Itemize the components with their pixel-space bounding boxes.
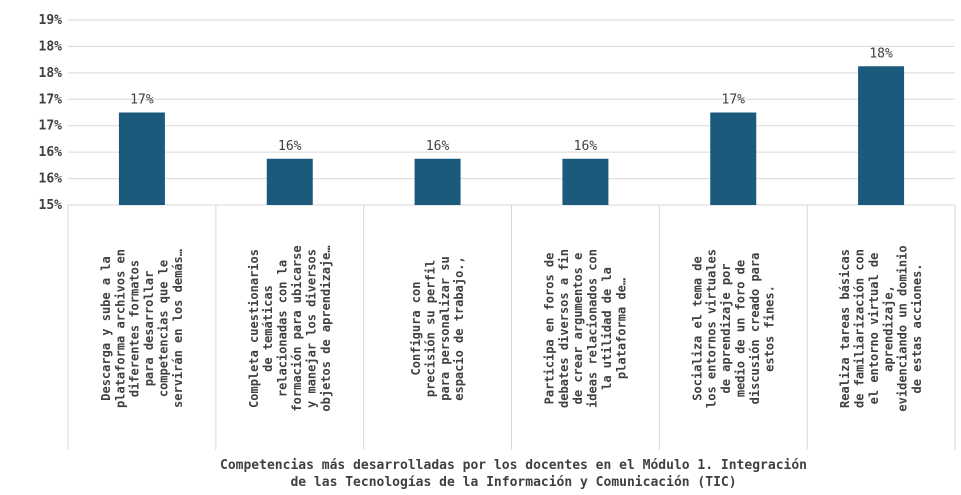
category-labels: Descarga y sube a la plataforma archivos … bbox=[99, 245, 924, 411]
category-label-line: de crear argumentos e bbox=[571, 253, 585, 405]
category-label-line: los entornos virtuales bbox=[705, 249, 719, 408]
y-tick-label: 17% bbox=[39, 119, 63, 134]
category-label: Descarga y sube a la plataforma archivos … bbox=[99, 249, 185, 408]
category-label: Configura con precisión su perfil para per… bbox=[409, 256, 466, 401]
y-tick-label: 16% bbox=[39, 172, 63, 187]
data-label: 16% bbox=[426, 139, 450, 154]
category-label-line: debates diversos a fin bbox=[557, 249, 571, 408]
category-label: Realiza tareas básicas de familiarización… bbox=[838, 245, 924, 411]
gridlines bbox=[67, 19, 956, 450]
y-tick-label: 18% bbox=[39, 66, 63, 81]
category-label-line: estos fines. bbox=[762, 285, 776, 372]
data-labels: 17% 16% 16% 16% 17% 18% bbox=[130, 46, 893, 154]
category-label-line: de familiarización con bbox=[852, 249, 866, 408]
category-label-line: para personalizar su bbox=[438, 256, 452, 401]
y-tick-label: 19% bbox=[39, 13, 63, 28]
category-label: Participa en foros de debates diversos a … bbox=[542, 249, 628, 408]
category-label-line: precisión su perfil bbox=[423, 260, 437, 397]
category-label-line: servirán en los demás… bbox=[171, 249, 185, 408]
category-label-line: para desarrollar bbox=[142, 271, 156, 387]
x-axis-title: Competencias más desarrolladas por los d… bbox=[220, 458, 807, 490]
category-label-line: de estas acciones. bbox=[910, 263, 924, 393]
category-label-line: espacio de trabajo., bbox=[452, 256, 466, 401]
data-label: 17% bbox=[130, 93, 154, 108]
x-axis-title-line: de las Tecnologías de la Información y C… bbox=[290, 475, 736, 490]
category-label-line: y manejar los diversos bbox=[304, 249, 318, 408]
bar bbox=[858, 66, 905, 205]
y-tick-label: 16% bbox=[39, 145, 63, 160]
category-label-line: relacionadas con la bbox=[276, 260, 290, 397]
bar bbox=[266, 158, 313, 205]
category-label-line: plataforma archivos en bbox=[113, 249, 127, 408]
category-label-line: Completa cuestionarios bbox=[247, 249, 261, 408]
category-label: Completa cuestionarios de temáticas relaci… bbox=[247, 245, 333, 411]
category-label-line: objetos de aprendizaje… bbox=[319, 245, 333, 411]
bar bbox=[710, 112, 757, 205]
category-label-line: competencias que le bbox=[157, 260, 171, 397]
category-label-line: Configura con bbox=[409, 282, 423, 376]
x-axis-title-line: Competencias más desarrolladas por los d… bbox=[220, 458, 807, 473]
category-label-line: Descarga y sube a la bbox=[99, 256, 113, 401]
bar bbox=[414, 158, 461, 205]
category-label-line: de temáticas bbox=[261, 285, 275, 372]
category-label-line: evidenciando un dominio bbox=[896, 245, 910, 411]
data-label: 17% bbox=[722, 93, 746, 108]
category-label-line: discusión creado para bbox=[748, 253, 762, 405]
y-tick-label: 17% bbox=[39, 92, 63, 107]
category-label-line: aprendizaje, bbox=[881, 285, 895, 372]
category-label-line: diferentes formatos bbox=[128, 260, 142, 397]
bar bbox=[562, 158, 609, 205]
category-label-line: Socializa el tema de bbox=[690, 256, 704, 401]
y-tick-label: 15% bbox=[39, 198, 63, 213]
data-label: 18% bbox=[869, 46, 893, 61]
data-label: 16% bbox=[574, 139, 598, 154]
category-label-line: de aprendizaje por bbox=[719, 263, 733, 393]
category-label-line: Participa en foros de bbox=[542, 253, 556, 405]
category-label-line: plataforma de… bbox=[614, 278, 628, 379]
category-label: Socializa el tema de los entornos virtual… bbox=[690, 249, 776, 408]
bars bbox=[118, 66, 905, 205]
category-label-line: formación para ubicarse bbox=[290, 245, 304, 411]
category-label-line: el entorno virtual de bbox=[867, 253, 881, 405]
category-label-line: ideas relacionados con bbox=[586, 249, 600, 408]
bar bbox=[118, 112, 165, 205]
data-label: 16% bbox=[278, 139, 302, 154]
category-label-line: Realiza tareas básicas bbox=[838, 249, 852, 408]
category-label-line: la utilidad de la bbox=[600, 267, 614, 390]
y-axis-tick-labels: 15% 16% 16% 17% 17% 18% 18% 19% bbox=[39, 13, 63, 213]
y-tick-label: 18% bbox=[39, 39, 63, 54]
category-label-line: medio de un foro de bbox=[733, 260, 747, 397]
